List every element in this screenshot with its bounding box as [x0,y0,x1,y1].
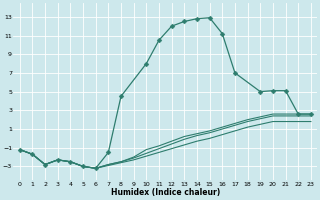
X-axis label: Humidex (Indice chaleur): Humidex (Indice chaleur) [111,188,220,197]
